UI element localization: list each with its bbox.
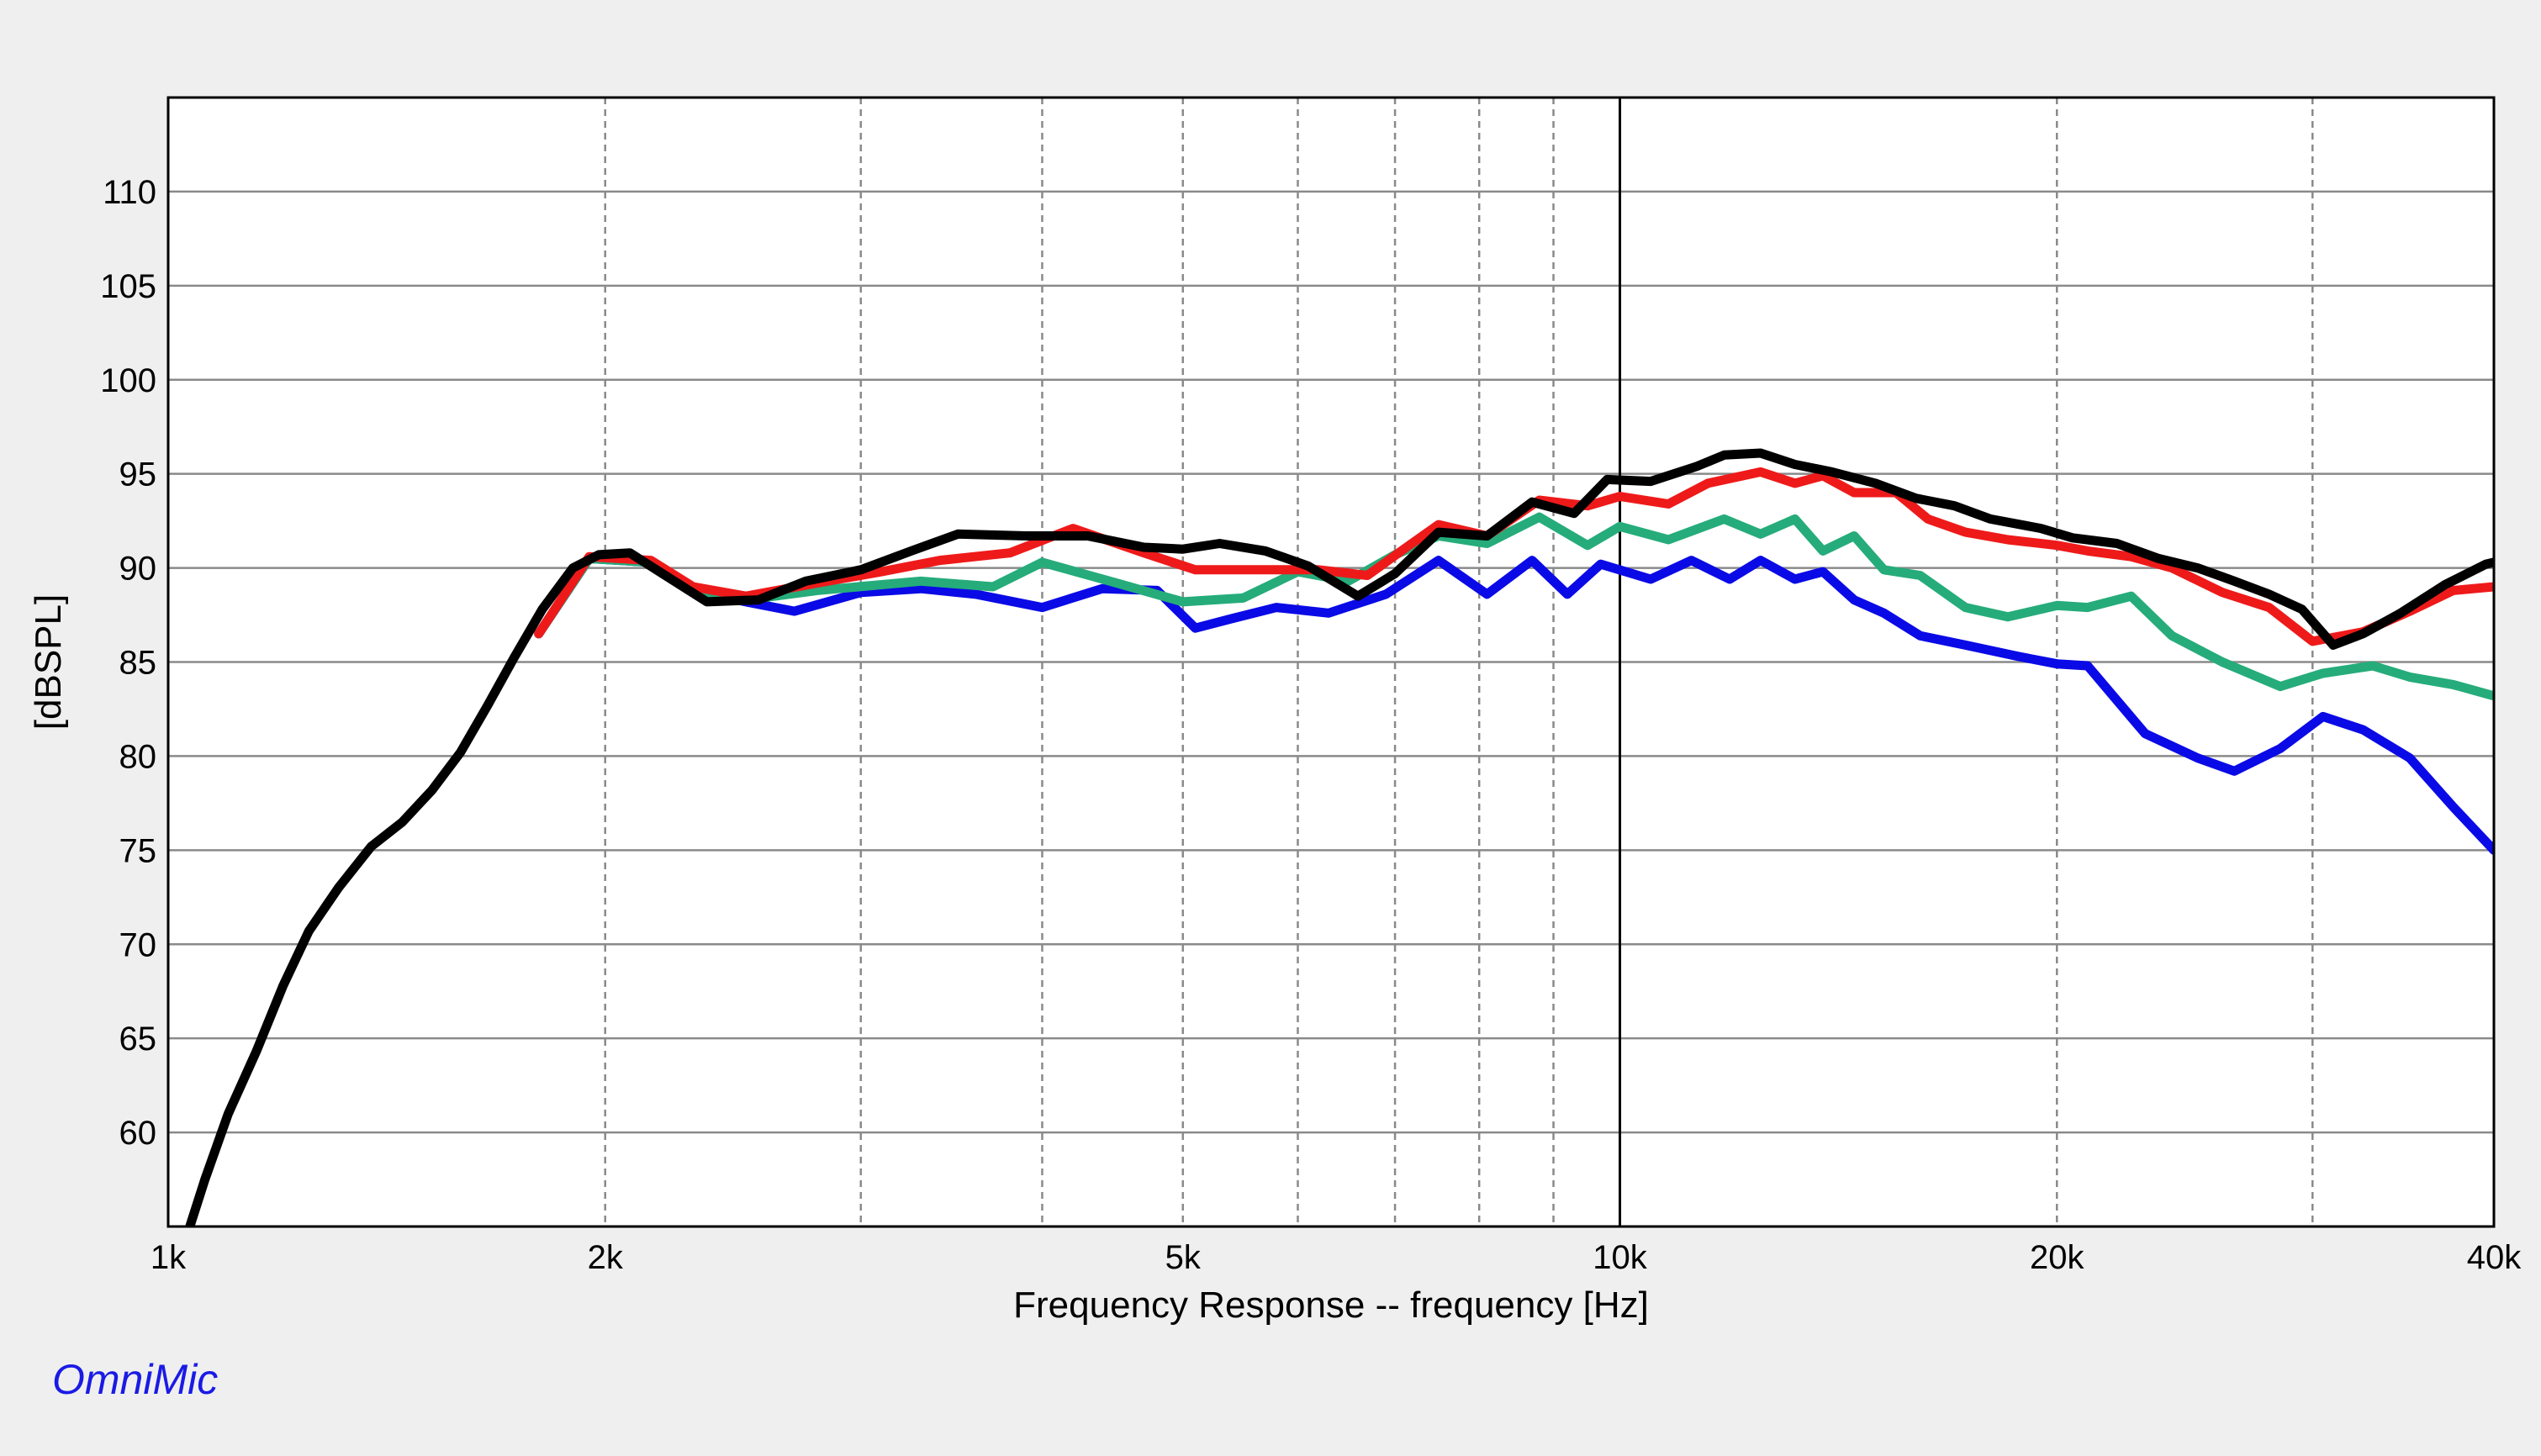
grid-layer: [168, 98, 2494, 1227]
y-tick-label: 75: [119, 832, 157, 869]
y-tick-label: 60: [119, 1115, 157, 1152]
series-line-1: [534, 553, 2494, 855]
y-axis-title: [dBSPL]: [28, 594, 69, 730]
series-line-4: [185, 448, 2494, 1227]
omnimic-brand-label: OmniMic: [52, 1356, 218, 1403]
y-tick-label: 90: [119, 551, 157, 588]
y-tick-label: 105: [100, 268, 156, 305]
y-tick-label: 80: [119, 738, 157, 775]
series-layer: [185, 448, 2494, 1227]
x-tick-label: 5k: [1165, 1239, 1202, 1276]
y-tick-label: 100: [100, 362, 156, 399]
series-line-3: [534, 467, 2494, 646]
plot-frame: [166, 96, 2496, 1228]
frame-layer: [166, 96, 2496, 1228]
y-tick-label: 70: [119, 926, 157, 963]
x-tick-label: 20k: [2030, 1239, 2084, 1276]
y-tick-label: 95: [119, 456, 157, 493]
y-tick-label: 65: [119, 1021, 157, 1058]
x-tick-label: 2k: [588, 1239, 624, 1276]
x-axis-title: Frequency Response -- frequency [Hz]: [1013, 1285, 1649, 1326]
x-tick-label: 1k: [151, 1239, 187, 1276]
x-tick-label: 10k: [1593, 1239, 1647, 1276]
tick-labels: 60 65 70 75 80 85 90 95 100 105 110 1k 2k 5k 10k 20k 40k: [100, 174, 2522, 1276]
y-tick-label: 85: [119, 645, 157, 682]
x-tick-label: 40k: [2467, 1239, 2522, 1276]
y-tick-label: 110: [103, 174, 156, 211]
series-line-2: [534, 512, 2494, 701]
